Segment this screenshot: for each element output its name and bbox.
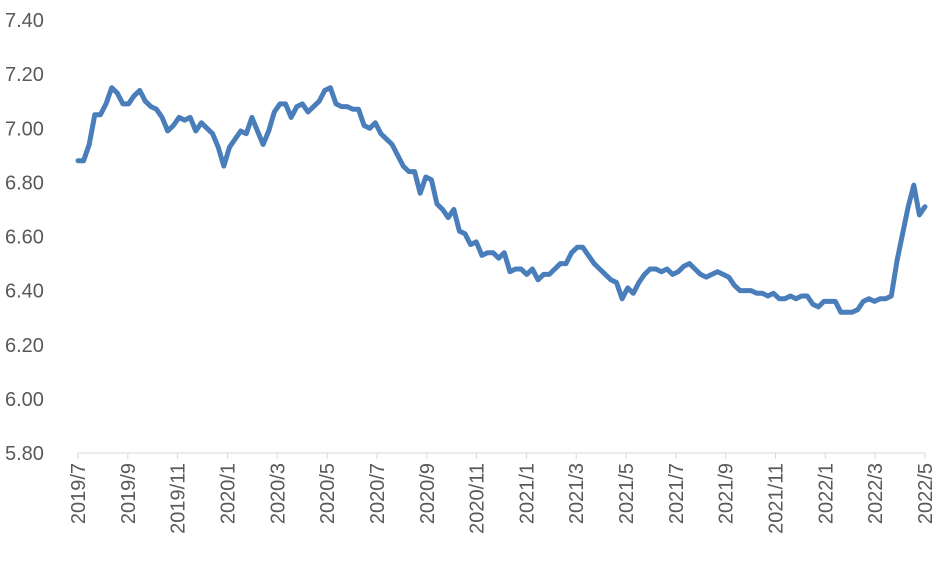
x-tick-label: 2021/7 — [666, 463, 688, 524]
x-tick-label: 2020/7 — [367, 463, 389, 524]
x-tick-label: 2020/3 — [267, 463, 289, 524]
y-tick-label: 6.40 — [5, 281, 44, 303]
x-tick-label: 2022/1 — [815, 463, 837, 524]
y-axis-labels: 5.80 6.00 6.20 6.40 6.60 6.80 7.00 7.20 7.40 — [5, 10, 44, 465]
x-axis — [77, 452, 926, 459]
x-tick-label: 2020/9 — [417, 463, 439, 524]
y-tick-label: 6.60 — [5, 227, 44, 249]
x-tick-label: 2019/7 — [68, 463, 90, 524]
x-tick-label: 2022/3 — [865, 463, 887, 524]
x-tick-label: 2020/5 — [317, 463, 339, 524]
y-tick-label: 7.20 — [5, 64, 44, 86]
y-tick-label: 6.00 — [5, 389, 44, 411]
x-tick-label: 2021/5 — [616, 463, 638, 524]
x-tick-label: 2019/11 — [168, 463, 190, 534]
y-tick-label: 7.40 — [5, 10, 44, 32]
x-tick-label: 2019/9 — [118, 463, 140, 524]
y-tick-label: 6.80 — [5, 172, 44, 194]
series-layer — [75, 85, 928, 315]
y-tick-label: 7.00 — [5, 118, 44, 140]
x-tick-label: 2020/1 — [217, 463, 239, 524]
y-tick-label: 5.80 — [5, 443, 44, 465]
x-tick-label: 2022/5 — [915, 463, 937, 524]
x-tick-label: 2020/11 — [467, 463, 489, 534]
y-tick-label: 6.20 — [5, 335, 44, 357]
x-axis-labels: 2019/7 2019/9 2019/11 2020/1 2020/3 2020/5 202… — [68, 463, 937, 534]
x-tick-label: 2021/3 — [566, 463, 588, 524]
series-line — [75, 85, 928, 315]
x-tick-label: 2021/1 — [516, 463, 538, 524]
x-tick-label: 2021/11 — [766, 463, 788, 534]
x-tick-label: 2021/9 — [716, 463, 738, 524]
